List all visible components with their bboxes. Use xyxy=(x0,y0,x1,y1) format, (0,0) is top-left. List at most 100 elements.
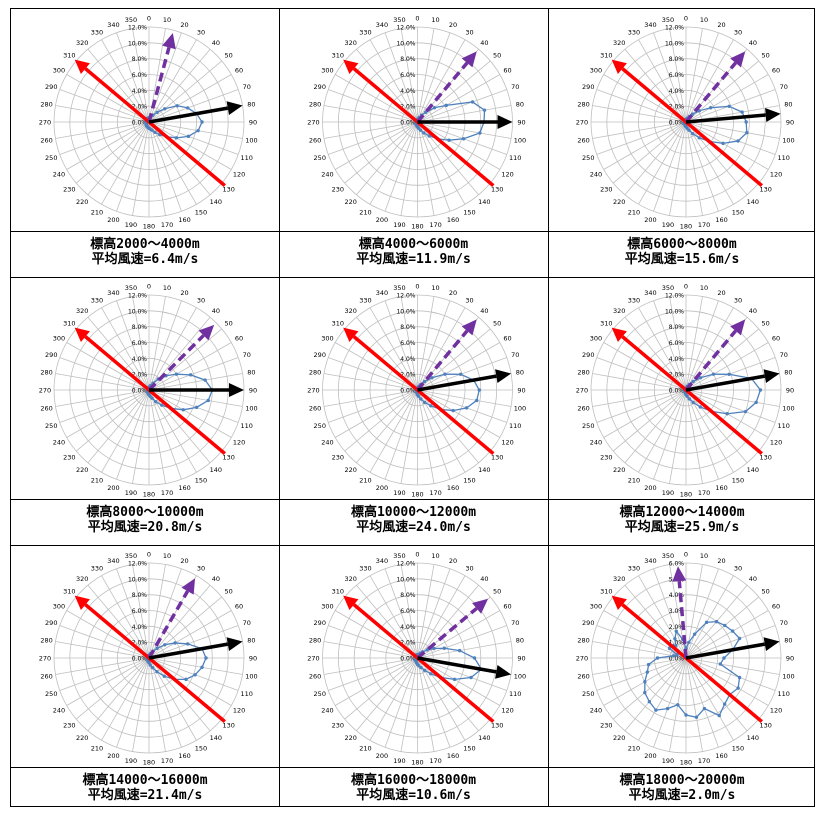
angle-label: 60 xyxy=(503,335,511,343)
angle-label: 50 xyxy=(493,320,501,328)
angle-label: 100 xyxy=(782,137,794,145)
grid-spoke xyxy=(624,657,687,732)
angle-label: 200 xyxy=(644,216,656,224)
radial-tick-label: 8.0% xyxy=(669,324,685,331)
angle-label: 20 xyxy=(180,21,188,29)
radial-tick-label: 2.0% xyxy=(132,104,148,111)
angle-label: 20 xyxy=(717,289,725,297)
grid-spoke xyxy=(685,296,703,391)
angle-label: 170 xyxy=(698,757,710,765)
angle-label: 120 xyxy=(501,707,513,715)
angle-label: 120 xyxy=(501,171,513,179)
grid-spoke xyxy=(148,610,232,659)
series-point xyxy=(737,675,742,680)
grid-spoke xyxy=(66,610,150,659)
grid-spoke xyxy=(132,296,150,391)
series-point xyxy=(444,103,448,108)
angle-label: 290 xyxy=(45,619,57,627)
angle-label: 30 xyxy=(734,28,742,36)
angle-label: 110 xyxy=(241,422,253,430)
series-point xyxy=(422,400,427,405)
angle-label: 120 xyxy=(770,171,782,179)
angle-label: 200 xyxy=(107,216,119,224)
angle-label: 340 xyxy=(644,21,656,29)
series-point xyxy=(203,378,207,382)
angle-label: 20 xyxy=(449,557,457,565)
angle-label: 100 xyxy=(514,673,526,681)
grid-spoke xyxy=(59,657,150,691)
grid-spoke xyxy=(116,389,150,480)
angle-label: 0 xyxy=(684,283,688,291)
grid-spoke xyxy=(417,657,507,691)
grid-spoke xyxy=(101,575,150,659)
series-point xyxy=(181,408,185,412)
angle-label: 10 xyxy=(431,284,439,292)
series-point xyxy=(155,110,159,114)
angle-label: 30 xyxy=(734,296,742,304)
angle-label: 240 xyxy=(590,707,602,715)
series-point xyxy=(196,128,200,133)
series-point xyxy=(654,708,658,712)
grid-spoke xyxy=(132,564,150,659)
grid-spoke xyxy=(369,307,418,391)
series-point xyxy=(744,120,748,124)
angle-label: 280 xyxy=(309,100,321,108)
grid-spoke xyxy=(417,121,451,212)
angle-label: 200 xyxy=(107,752,119,760)
grid-spoke xyxy=(87,657,150,732)
angle-label: 290 xyxy=(45,351,57,359)
grid-spoke xyxy=(148,584,211,659)
angle-label: 250 xyxy=(314,690,326,698)
grid-spoke xyxy=(417,121,512,139)
series-point xyxy=(184,677,188,682)
angle-label: 10 xyxy=(163,284,171,292)
chart-caption: 標高12000～14000m 平均風速=25.9m/s xyxy=(548,505,816,535)
grid-spoke xyxy=(369,657,418,741)
black-direction-arrow xyxy=(417,656,512,679)
purple-direction-arrow xyxy=(147,578,196,659)
grid-spoke xyxy=(638,39,687,123)
angle-label: 200 xyxy=(376,484,388,492)
angle-label: 110 xyxy=(509,154,521,162)
grid-spoke xyxy=(148,121,166,216)
angle-label: 280 xyxy=(40,368,52,376)
grid-spoke xyxy=(384,657,418,748)
angle-label: 0 xyxy=(415,551,419,559)
series-point xyxy=(155,646,159,650)
grid-spoke xyxy=(400,657,418,752)
series-point xyxy=(667,646,672,651)
angle-label: 0 xyxy=(147,283,151,291)
radial-tick-label: 10.0% xyxy=(396,576,415,583)
series-point xyxy=(691,400,695,405)
angle-label: 310 xyxy=(63,588,75,596)
angle-label: 240 xyxy=(321,707,333,715)
grid-spoke xyxy=(685,121,776,155)
grid-spoke xyxy=(685,657,748,732)
angle-label: 180 xyxy=(680,223,692,231)
angle-label: 250 xyxy=(582,422,594,430)
altitude-label: 標高14000～16000m xyxy=(82,773,208,788)
series-point xyxy=(758,388,763,392)
angle-label: 220 xyxy=(344,734,356,742)
grid-spoke xyxy=(417,342,500,391)
grid-spoke xyxy=(335,342,418,391)
series-point xyxy=(647,699,652,704)
angle-label: 130 xyxy=(759,453,771,461)
radial-tick-label: 3.0% xyxy=(669,608,685,615)
grid-spoke xyxy=(417,121,466,205)
series-point xyxy=(722,656,726,660)
grid-spoke xyxy=(148,657,243,675)
grid-spoke xyxy=(323,105,418,123)
angle-label: 40 xyxy=(480,307,488,315)
radial-tick-label: 12.0% xyxy=(128,293,147,300)
series-point xyxy=(470,100,475,104)
grid-spoke xyxy=(669,389,687,484)
angle-label: 190 xyxy=(393,489,405,497)
grid-spoke xyxy=(148,89,239,123)
angle-label: 330 xyxy=(628,28,640,36)
angle-label: 160 xyxy=(178,752,190,760)
grid-spoke xyxy=(59,625,150,659)
angle-label: 290 xyxy=(582,83,594,91)
radial-tick-label: 12.0% xyxy=(665,293,684,300)
